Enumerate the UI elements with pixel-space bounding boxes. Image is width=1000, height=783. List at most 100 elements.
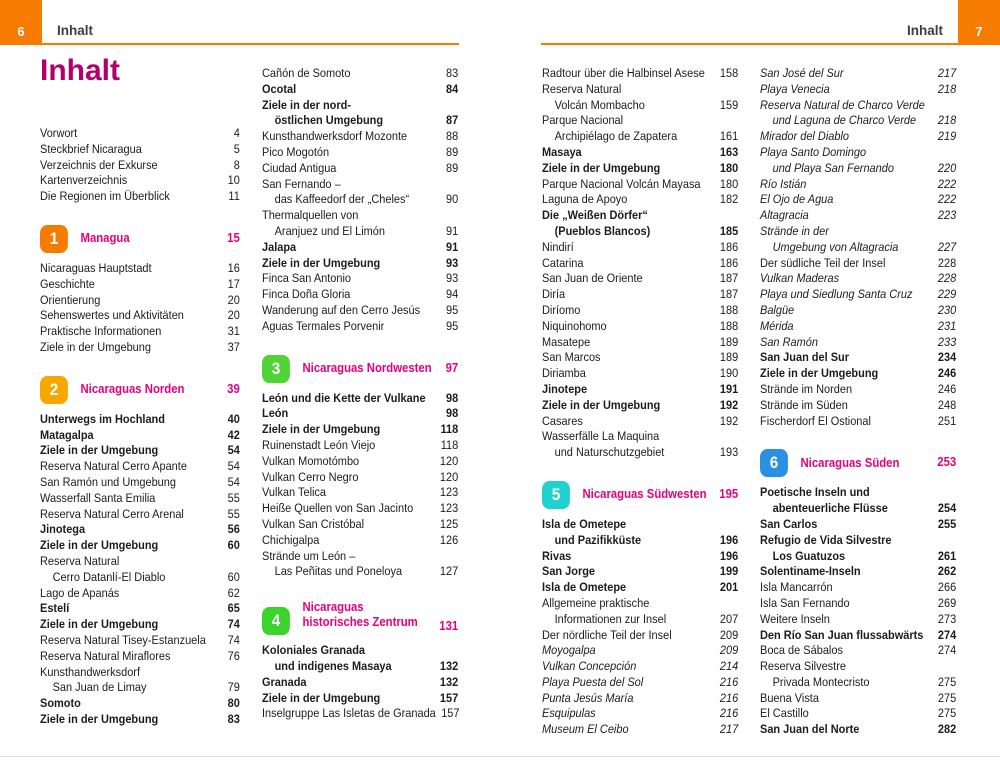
entry-page-number: 273 xyxy=(937,611,957,626)
toc-entry: Reserva Silvestre xyxy=(760,659,956,675)
entry-title: Reserva Natural Miraflores xyxy=(40,648,171,663)
toc-entry: San Ramón 233 xyxy=(760,335,956,351)
entry-title: Altagracia xyxy=(760,208,809,223)
entry-title: und Playa San Fernando xyxy=(772,160,894,175)
entry-page-number: 207 xyxy=(719,611,739,626)
entry-title: Mirador del Diablo xyxy=(760,129,850,144)
chapter-title: Managua xyxy=(80,231,130,246)
entry-title: Radtour über die Halbinsel Asese xyxy=(542,66,705,80)
toc-entry: El Castillo 275 xyxy=(760,706,956,722)
toc-entry: und Pazifikküste 196 xyxy=(542,532,739,549)
entry-title: San Ramón xyxy=(760,334,818,349)
toc-entry: Strände um León – xyxy=(262,549,458,565)
entry-title: Cañón de Somoto xyxy=(262,66,351,80)
toc-entry: Kunsthandwerksdorf xyxy=(40,665,240,681)
toc-entry: Ziele in der Umgebung 93 xyxy=(262,256,458,272)
entry-title: León xyxy=(262,406,289,421)
toc-entry: Reserva Natural xyxy=(40,554,240,570)
entry-title: Parque Nacional Volcán Mayasa xyxy=(542,176,701,191)
entry-page-number xyxy=(453,549,458,565)
chapter-number-badge: 4 xyxy=(262,607,290,636)
entry-title: Kunsthandwerksdorf xyxy=(40,664,140,679)
entry-title: Catarina xyxy=(542,255,584,270)
toc-entry: Ziele in der Umgebung 74 xyxy=(40,617,240,633)
toc-entry: Ziele in der Umgebung 118 xyxy=(262,422,458,438)
entry-title: Fischerdorf El Ostional xyxy=(760,413,871,428)
entry-page-number: 229 xyxy=(937,287,957,302)
entry-page-number: 248 xyxy=(937,397,957,412)
toc-entry: abenteuerliche Flüsse 254 xyxy=(760,501,957,517)
toc-entry: Reserva Natural xyxy=(542,82,738,98)
chapter-heading: 2 Nicaraguas Norden 39 xyxy=(40,375,240,404)
toc-entry: San Juan del Sur 234 xyxy=(760,350,956,366)
entry-page-number: 74 xyxy=(227,632,240,647)
entry-title: Playa Venecia xyxy=(760,81,830,96)
entry-page-number: 228 xyxy=(937,255,957,270)
toc-entry: Isla Mancarrón 266 xyxy=(760,580,956,596)
entry-page-number: 93 xyxy=(445,271,459,286)
entry-page-number xyxy=(733,596,738,612)
entry-title: Kunsthandwerksdorf Mozonte xyxy=(262,129,408,144)
entry-page-number: 187 xyxy=(719,271,739,286)
header-rule-right xyxy=(541,43,958,45)
entry-page-number: 196 xyxy=(719,548,739,563)
entry-page-number: 246 xyxy=(937,366,957,381)
entry-title: León und die Kette der Vulkane xyxy=(262,390,426,405)
toc-entry: Geschichte 17 xyxy=(40,277,240,293)
toc-entry: Isla de Ometepe xyxy=(542,517,738,533)
entry-page-number: 123 xyxy=(439,485,459,500)
toc-entry: Jalapa 91 xyxy=(262,240,458,256)
entry-page-number: 37 xyxy=(227,339,240,354)
entry-title: Ocotal xyxy=(262,81,297,96)
toc-entry: Mérida 231 xyxy=(760,319,956,335)
toc-entry: Poetische Inseln und xyxy=(760,485,956,501)
entry-page-number: 89 xyxy=(445,160,459,175)
toc-entry: Casares 192 xyxy=(542,414,738,430)
header-rule-left xyxy=(42,43,459,45)
entry-page-number: 220 xyxy=(937,160,957,175)
toc-entry: Fischerdorf El Ostional 251 xyxy=(760,414,956,430)
toc-entry: Strände im Norden 246 xyxy=(760,382,956,398)
entry-page-number: 196 xyxy=(719,532,739,547)
entry-page-number: 55 xyxy=(227,506,240,521)
entry-title: Weitere Inseln xyxy=(760,611,830,626)
chapter-title: Nicaraguas Nordwesten xyxy=(302,361,432,376)
toc-entry: Museum El Ceibo 217 xyxy=(542,722,738,738)
entry-title: Diría xyxy=(542,287,566,302)
entry-page-number: 83 xyxy=(445,66,459,80)
entry-page-number: 157 xyxy=(439,690,459,705)
entry-title: Die „Weißen Dörfer“ xyxy=(542,208,648,223)
toc-entry: Diríomo 188 xyxy=(542,303,738,319)
entry-title: und Naturschutzgebiet xyxy=(554,445,665,460)
toc-entry: Kunsthandwerksdorf Mozonte 88 xyxy=(262,129,458,145)
toc-entry: San José del Sur 217 xyxy=(760,66,956,82)
toc-entry: Weitere Inseln 273 xyxy=(760,612,956,628)
entry-title: Playa und Siedlung Santa Cruz xyxy=(760,287,913,302)
toc-entry: Strände in der xyxy=(760,224,956,240)
toc-entry: und Laguna de Charco Verde 218 xyxy=(760,113,957,129)
entry-title: Niquinohomo xyxy=(542,318,607,333)
toc-entry: Playa Santo Domingo xyxy=(760,145,956,161)
entry-page-number: 185 xyxy=(719,223,739,238)
entry-title: Masatepe xyxy=(542,334,591,349)
entry-title: Diriamba xyxy=(542,366,586,381)
toc-entry: Volcán Mombacho 159 xyxy=(542,98,739,114)
entry-page-number: 8 xyxy=(233,157,240,172)
entry-page-number: 76 xyxy=(227,648,240,663)
entry-title: Aranjuez und El Limón xyxy=(274,223,385,238)
toc-entry: Jinotega 56 xyxy=(40,522,240,538)
entry-title: Ciudad Antigua xyxy=(262,160,337,175)
entry-page-number: 231 xyxy=(937,318,957,333)
entry-page-number: 188 xyxy=(719,302,739,317)
entry-title: Estelí xyxy=(40,601,70,616)
chapter-number-badge: 3 xyxy=(262,354,290,383)
entry-page-number: 218 xyxy=(937,113,957,128)
entry-title: Vulkan San Cristóbal xyxy=(262,516,365,531)
toc-column-2: Cañón de Somoto 83 Ocotal 84 Ziele in der no… xyxy=(262,66,460,722)
entry-title: Finca San Antonio xyxy=(262,271,352,286)
toc-entry: San Carlos 255 xyxy=(760,517,956,533)
entry-title: Vulkan Cerro Negro xyxy=(262,469,359,484)
entry-page-number: 17 xyxy=(227,276,240,291)
toc-entry: San Juan de Oriente 187 xyxy=(542,271,738,287)
